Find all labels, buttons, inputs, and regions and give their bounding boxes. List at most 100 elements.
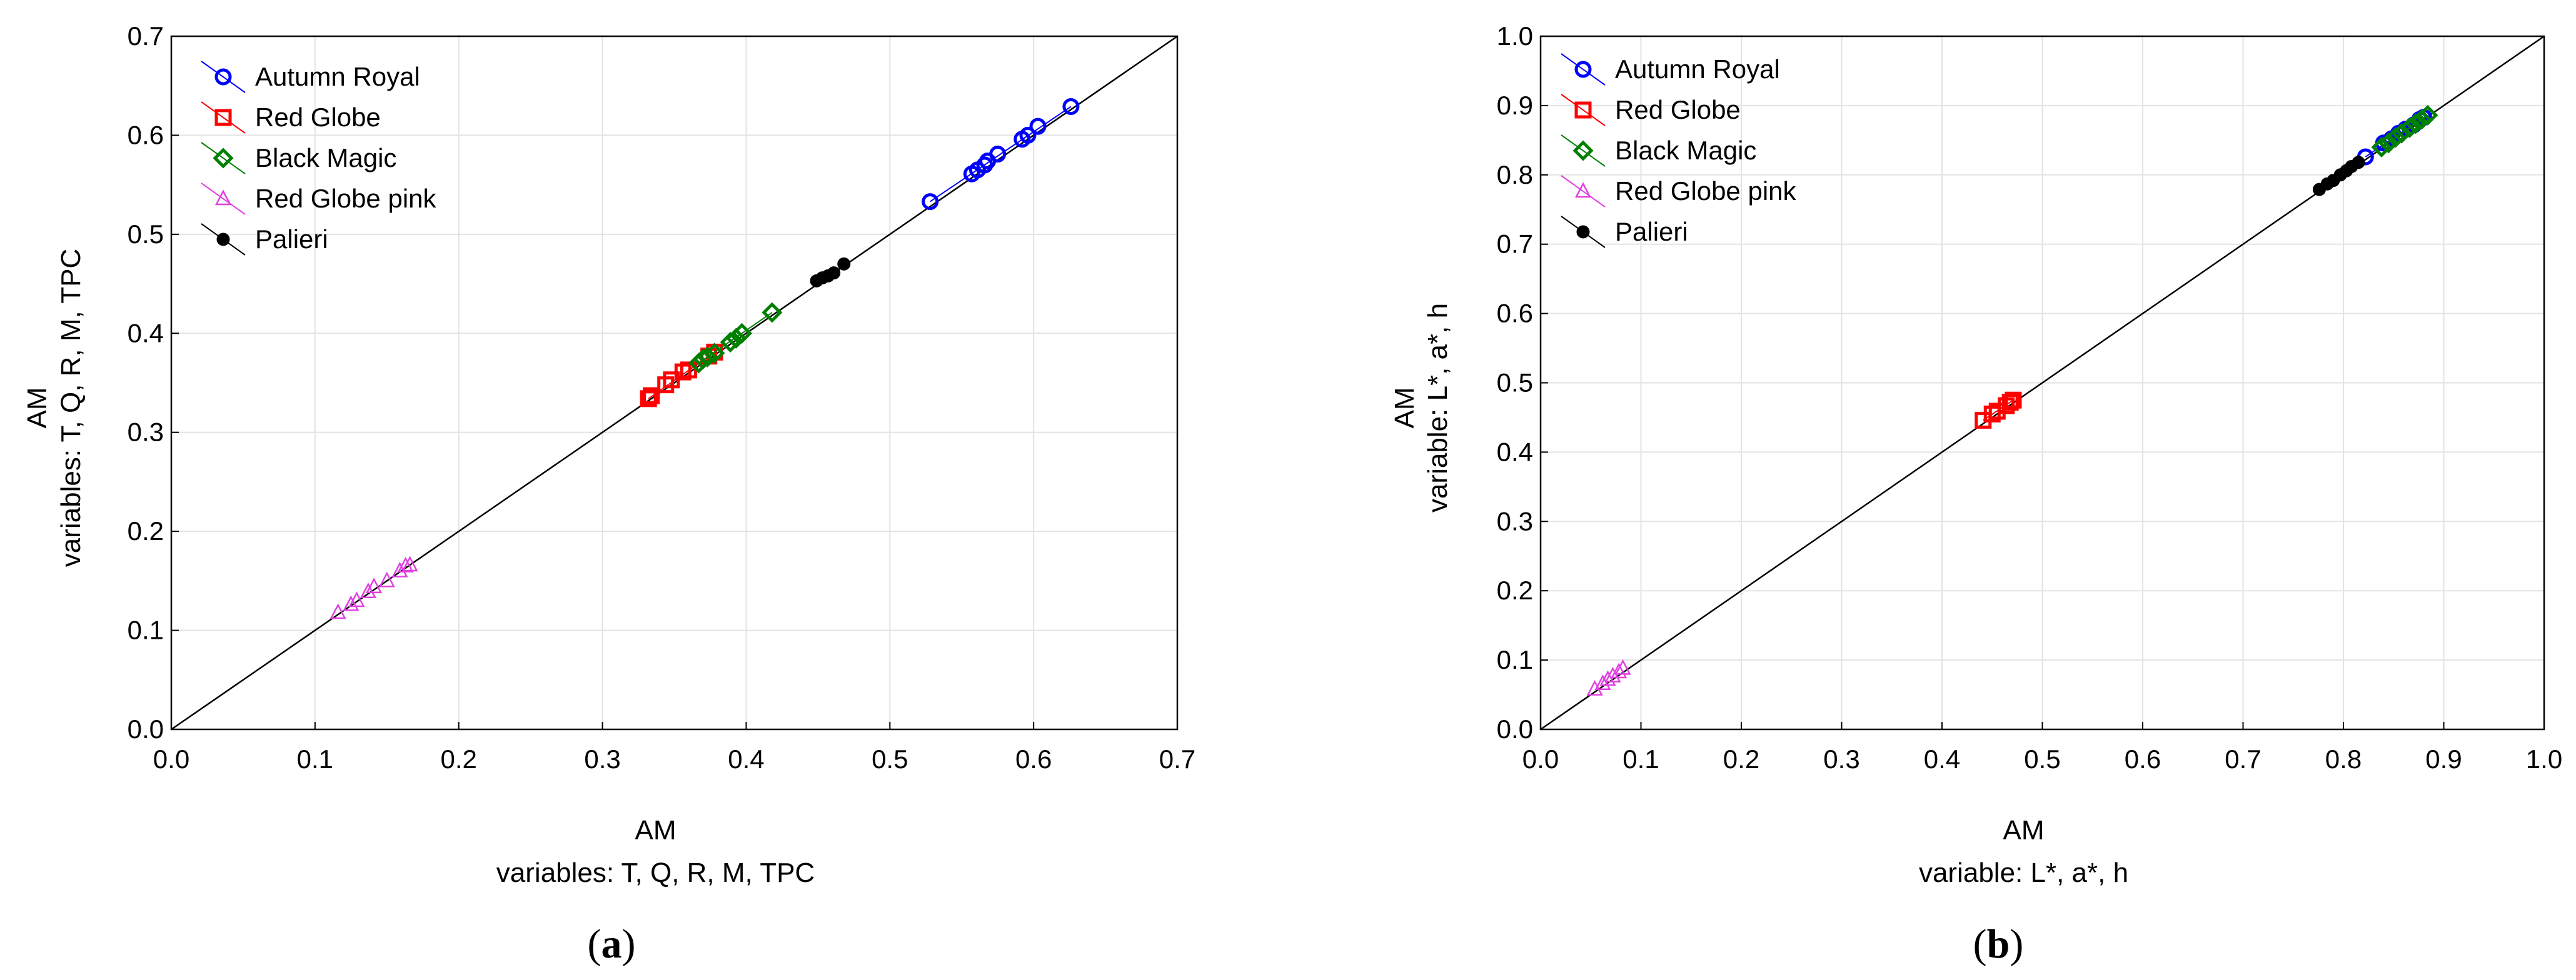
- legend-line-b-1: [1561, 94, 1606, 126]
- series-b-1: [1975, 391, 2022, 429]
- legend-line-b-0: [1561, 53, 1606, 86]
- x-tick-label-b: 0.6: [2125, 744, 2161, 774]
- legend-marker-b-4: [1576, 225, 1590, 239]
- legend-line-a-2: [201, 142, 246, 174]
- legend-marker-b-2: [1572, 140, 1594, 161]
- data-point-a-0: [1029, 118, 1047, 135]
- legend-label-b-4: Palieri: [1615, 217, 1688, 246]
- series-a-2: [688, 302, 783, 374]
- data-point-b-3: [1599, 670, 1616, 686]
- y-tick-label-b: 0.5: [1497, 368, 1533, 398]
- data-point-a-2: [697, 346, 718, 368]
- y-tick-label-a: 0.7: [128, 21, 164, 51]
- data-point-a-1: [643, 387, 660, 404]
- y-tick-label-b: 1.0: [1497, 21, 1533, 51]
- y-tick-label-b: 0.8: [1497, 160, 1533, 189]
- legend-label-a-4: Palieri: [255, 224, 328, 254]
- chart-panel-a: 0.0 0.1 0.2 0.3 0.4 0.5 0.6 0.7 0.0 0.1 0.2 0.3 0.4 0…: [22, 21, 1195, 967]
- x-tick-label-a: 0.6: [1015, 744, 1052, 774]
- x-tick-label-a: 0.4: [728, 744, 764, 774]
- x-axis-title-a: AM: [635, 815, 677, 846]
- x-tick-label-b: 0.4: [1924, 744, 1960, 774]
- legend-marker-a-3: [214, 189, 232, 206]
- data-point-b-1: [2005, 391, 2022, 409]
- x-tick-label-b: 1.0: [2526, 744, 2562, 774]
- y-tick-label-a: 0.3: [128, 418, 164, 447]
- legend-marker-a-1: [214, 109, 232, 126]
- legend-marker-b-0: [1574, 61, 1592, 78]
- legend-label-a-3: Red Globe pink: [255, 184, 437, 213]
- data-point-b-2: [2385, 127, 2406, 148]
- data-point-b-2: [2411, 109, 2432, 130]
- y-tick-label-a: 0.1: [128, 616, 164, 645]
- panel-label-open-b: (: [1973, 921, 1987, 967]
- y-tick-label-b: 0.9: [1497, 91, 1533, 120]
- data-point-a-0: [989, 146, 1007, 163]
- data-point-b-3: [1614, 659, 1631, 675]
- legend-label-b-0: Autumn Royal: [1615, 54, 1780, 84]
- series-a-4: [810, 257, 851, 288]
- legend-label-b-1: Red Globe: [1615, 95, 1741, 124]
- data-point-a-2: [720, 332, 741, 353]
- x-tick-label-a: 0.1: [297, 744, 333, 774]
- legend-line-a-0: [201, 61, 246, 93]
- data-point-a-2: [725, 328, 747, 349]
- data-point-a-3: [330, 603, 346, 619]
- data-point-a-0: [922, 193, 939, 211]
- y-tick-label-b: 0.4: [1497, 437, 1533, 466]
- legend-line-b-2: [1561, 134, 1606, 167]
- y-tick-label-b: 0.0: [1497, 714, 1533, 744]
- data-point-a-2: [704, 342, 725, 364]
- y-tick-label-b: 0.1: [1497, 645, 1533, 674]
- data-point-a-2: [762, 302, 783, 323]
- legend-label-a-2: Black Magic: [255, 143, 396, 172]
- panel-label-open-a: (: [588, 921, 601, 967]
- y-tick-label-b: 0.7: [1497, 229, 1533, 259]
- data-point-a-3: [360, 582, 376, 599]
- legend-label-a-1: Red Globe: [255, 102, 381, 132]
- x-tick-label-b: 0.1: [1623, 744, 1659, 774]
- chart-panel-b: 0.0 0.1 0.2 0.3 0.4 0.5 0.6 0.7 0.8 0.9 1.0 0.0 0.1 0…: [1389, 21, 2562, 967]
- y-tick-label-a: 0.4: [128, 318, 164, 348]
- x-tick-label-a: 0.3: [584, 744, 620, 774]
- panel-label-close-b: ): [2010, 921, 2023, 967]
- x-tick-label-b: 0.7: [2225, 744, 2261, 774]
- data-point-b-2: [2405, 113, 2427, 134]
- data-point-b-4: [2352, 156, 2365, 169]
- legend-marker-a-4: [216, 232, 230, 246]
- data-point-a-3: [397, 556, 414, 572]
- series-a-3: [330, 556, 418, 619]
- data-point-a-4: [827, 266, 841, 280]
- data-point-a-3: [366, 578, 383, 594]
- data-point-b-3: [1586, 679, 1603, 696]
- legend-label-b-2: Black Magic: [1615, 136, 1756, 165]
- y-axis-subtitle-b: variable: L*, a*, h: [1422, 303, 1453, 512]
- legend-marker-a-2: [213, 148, 234, 169]
- x-tick-label-a: 0.5: [872, 744, 908, 774]
- data-point-b-2: [2399, 117, 2420, 138]
- data-point-b-2: [2391, 122, 2412, 144]
- x-tick-label-b: 0.2: [1723, 744, 1759, 774]
- series-b-4: [2312, 156, 2365, 196]
- y-tick-label-b: 0.2: [1497, 576, 1533, 605]
- legend-line-a-3: [201, 182, 246, 215]
- data-point-a-2: [731, 322, 753, 344]
- series-a-0: [922, 98, 1080, 211]
- data-point-b-3: [1594, 674, 1611, 691]
- legend-line-b-3: [1561, 175, 1606, 208]
- data-point-a-3: [378, 571, 395, 588]
- legend-label-b-3: Red Globe pink: [1615, 176, 1797, 206]
- panel-label-b: (b): [1973, 921, 2024, 967]
- y-tick-label-a: 0.2: [128, 516, 164, 546]
- y-axis-title-a: AM: [22, 388, 53, 429]
- legend-line-a-1: [201, 101, 246, 134]
- y-axis-title-b: AM: [1389, 388, 1420, 429]
- series-b-2: [2371, 104, 2438, 158]
- x-tick-label-a: 0.0: [153, 744, 189, 774]
- legend-marker-a-0: [214, 68, 232, 86]
- legend-marker-b-1: [1574, 101, 1592, 119]
- reference-line-a: [171, 35, 1178, 731]
- data-point-b-3: [1611, 662, 1628, 679]
- y-tick-label-a: 0.0: [128, 714, 164, 744]
